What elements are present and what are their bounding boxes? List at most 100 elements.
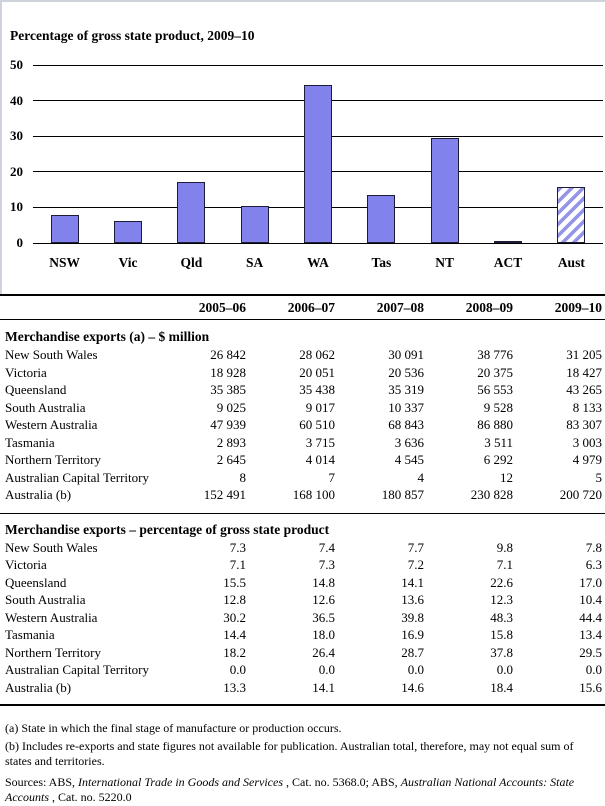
cell-value: 36.5 bbox=[312, 609, 335, 625]
year-column-header: 2005–06 bbox=[198, 299, 246, 315]
cell-value: 7.3 bbox=[318, 557, 335, 572]
table-row: Australia (b) 152 491 168 100 180 857 230 82… bbox=[0, 486, 605, 504]
year-column-header: 2009–10 bbox=[554, 299, 602, 315]
bar-qld bbox=[177, 182, 206, 243]
cell-value: 13.4 bbox=[579, 627, 602, 642]
y-tick-label: 30 bbox=[10, 128, 23, 144]
table-row: Tasmania 2 893 3 715 3 636 3 511 3 003 bbox=[0, 434, 605, 452]
table-row: Queensland 15.5 14.8 14.1 22.6 17.0 bbox=[0, 574, 605, 592]
cell-value: 38 776 bbox=[477, 347, 513, 362]
cell-value: 17.0 bbox=[579, 574, 602, 590]
sources-note: Sources: ABS, International Trade in Goo… bbox=[5, 775, 599, 806]
cell-value: 35 319 bbox=[388, 382, 424, 397]
bar-wa bbox=[304, 84, 332, 243]
table-row: South Australia 12.8 12.6 13.6 12.3 10.4 bbox=[0, 591, 605, 609]
cell-value: 18.4 bbox=[490, 679, 513, 695]
cell-value: 15.8 bbox=[490, 627, 513, 642]
year-column-header: 2006–07 bbox=[287, 299, 335, 315]
cell-value: 180 857 bbox=[381, 487, 424, 502]
table-top-rule bbox=[0, 294, 605, 296]
bar-tas bbox=[367, 195, 396, 243]
cell-value: 20 051 bbox=[299, 364, 335, 380]
cell-value: 6.3 bbox=[585, 557, 602, 572]
cell-value: 12.3 bbox=[490, 592, 513, 607]
cell-value: 60 510 bbox=[299, 417, 335, 432]
cell-value: 37.8 bbox=[490, 644, 513, 660]
cell-value: 3 511 bbox=[484, 434, 513, 450]
cell-value: 4 979 bbox=[572, 452, 602, 467]
x-tick-label-vic: Vic bbox=[118, 255, 138, 270]
table-row: New South Wales 7.3 7.4 7.7 9.8 7.8 bbox=[0, 539, 605, 557]
x-tick-label-act: ACT bbox=[493, 255, 523, 270]
table-row: Northern Territory 18.2 26.4 28.7 37.8 29.5 bbox=[0, 644, 605, 662]
row-label: South Australia bbox=[5, 399, 86, 415]
cell-value: 152 491 bbox=[203, 487, 246, 502]
cell-value: 4 bbox=[417, 469, 425, 485]
table-row: Australian Capital Territory 0.0 0.0 0.0 0.0… bbox=[0, 661, 605, 679]
cell-value: 86 880 bbox=[477, 417, 513, 432]
cell-value: 18 427 bbox=[566, 364, 602, 380]
table-row: Tasmania 14.4 18.0 16.9 15.8 13.4 bbox=[0, 626, 605, 644]
cell-value: 7.1 bbox=[229, 557, 246, 572]
bar-nsw bbox=[50, 215, 79, 243]
table-row: Western Australia 47 939 60 510 68 843 86 88… bbox=[0, 416, 605, 434]
cell-value: 68 843 bbox=[388, 417, 424, 432]
table-row: Victoria 7.1 7.3 7.2 7.1 6.3 bbox=[0, 556, 605, 574]
cell-value: 83 307 bbox=[566, 417, 602, 432]
y-tick-label: 0 bbox=[16, 235, 24, 250]
x-tick-label-wa: WA bbox=[307, 255, 329, 270]
cell-value: 56 553 bbox=[477, 382, 513, 397]
cell-value: 10.4 bbox=[579, 592, 602, 607]
x-tick-label-aust: Aust bbox=[557, 255, 585, 270]
cell-value: 168 100 bbox=[292, 487, 335, 502]
year-column-header: 2007–08 bbox=[376, 299, 424, 315]
table-section-2: Merchandise exports – percentage of gros… bbox=[0, 514, 605, 705]
cell-value: 28 062 bbox=[299, 347, 335, 362]
row-label: Western Australia bbox=[5, 417, 98, 432]
cell-value: 14.8 bbox=[312, 574, 335, 590]
cell-value: 7.8 bbox=[585, 539, 602, 555]
cell-value: 3 715 bbox=[305, 434, 335, 450]
row-label: Victoria bbox=[5, 557, 47, 572]
x-tick-label-nsw: NSW bbox=[49, 255, 81, 270]
cell-value: 20 375 bbox=[477, 364, 513, 380]
cell-value: 5 bbox=[595, 469, 603, 485]
cell-value: 12.6 bbox=[312, 592, 335, 607]
cell-value: 7.3 bbox=[229, 539, 246, 555]
table-body: Merchandise exports (a) – $ million New S… bbox=[0, 320, 605, 704]
data-table: 2005–06 2006–07 2007–08 2008–09 2009–10 Merc… bbox=[0, 294, 605, 706]
x-tick-label-sa: SA bbox=[246, 255, 264, 270]
cell-value: 44.4 bbox=[579, 609, 602, 625]
cell-value: 0.0 bbox=[407, 662, 424, 677]
bar-aust bbox=[557, 187, 586, 243]
cell-value: 22.6 bbox=[490, 574, 513, 590]
cell-value: 14.1 bbox=[401, 574, 424, 590]
cell-value: 30 091 bbox=[388, 347, 424, 362]
table-row: Western Australia 30.2 36.5 39.8 48.3 44.4 bbox=[0, 609, 605, 627]
cell-value: 6 292 bbox=[483, 452, 513, 467]
row-label: Queensland bbox=[5, 382, 67, 397]
cell-value: 9 528 bbox=[483, 399, 513, 415]
row-label: Australian Capital Territory bbox=[5, 662, 149, 677]
row-label: Northern Territory bbox=[5, 452, 101, 467]
cell-value: 18 928 bbox=[210, 364, 246, 380]
source-title-italic: International Trade in Goods and Service… bbox=[78, 774, 283, 789]
cell-value: 2 893 bbox=[216, 434, 246, 450]
table-bottom-rule bbox=[0, 704, 605, 706]
x-tick-label-qld: Qld bbox=[180, 255, 203, 270]
gridline-0 bbox=[33, 242, 603, 244]
table-row: Northern Territory 2 645 4 014 4 545 6 292 4 … bbox=[0, 451, 605, 469]
row-label: Australian Capital Territory bbox=[5, 469, 149, 485]
cell-value: 200 720 bbox=[559, 487, 602, 502]
chart-title: Percentage of gross state product, 2009–… bbox=[10, 28, 255, 43]
row-label: New South Wales bbox=[5, 347, 98, 362]
cell-value: 2 645 bbox=[216, 452, 246, 467]
section-title: Merchandise exports – percentage of gros… bbox=[5, 521, 330, 537]
cell-value: 47 939 bbox=[210, 417, 246, 432]
cell-value: 10 337 bbox=[388, 399, 424, 415]
cell-value: 4 545 bbox=[394, 452, 424, 467]
row-label: Tasmania bbox=[5, 627, 55, 642]
row-label: Tasmania bbox=[5, 434, 55, 450]
cell-value: 0.0 bbox=[229, 662, 246, 677]
